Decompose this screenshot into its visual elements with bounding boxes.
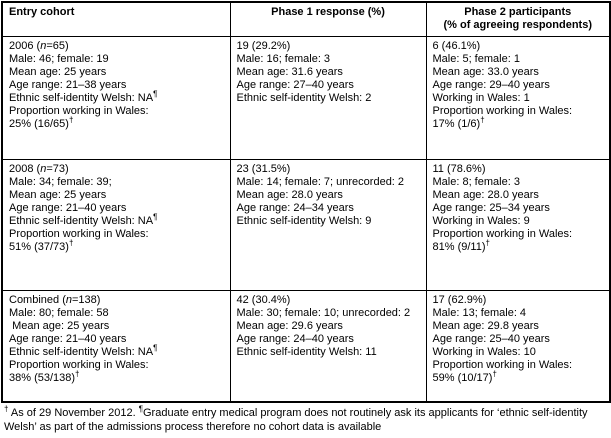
cohort-age-range: Age range: 21–40 years [9,332,127,345]
phase2-sex: Male: 13; female: 4 [432,306,527,319]
dagger-footnote-mark: † [75,368,80,378]
phase2-sex: Male: 8; female: 3 [432,175,520,188]
phase2-working-wales: Working in Wales: 9 [432,214,530,227]
cohort-ethnic-welsh: Ethnic self-identity Welsh: NA¶ [9,342,158,358]
phase2-working-wales: Working in Wales: 10 [432,345,536,358]
header-phase1-label: Phase 1 response (%) [271,6,385,18]
phase1-cell-2008: 23 (31.5%) Male: 14; female: 7; unrecord… [229,158,427,291]
phase1-ethnic-welsh: Ethnic self-identity Welsh: 11 [236,345,377,358]
header-entry-cohort-label: Entry cohort [9,6,75,18]
n-count-italic: n [40,39,47,52]
cohort-sex: Male: 46; female: 19 [9,52,109,65]
phase2-working-wales: Working in Wales: 1 [432,91,530,104]
phase2-age-range: Age range: 25–40 years [432,332,550,345]
table-header-row: Entry cohort Phase 1 response (%) Phase … [1,1,611,37]
phase1-count: 23 (31.5%) [236,162,291,175]
phase1-mean-age: Mean age: 31.6 years [236,65,343,78]
footnote-text-ethnic: Graduate entry medical program does not … [4,407,588,433]
cohort-mean-age: Mean age: 25 years [9,319,110,332]
table-row-2008: 2008 (n=73) Male: 34; female: 39; Mean a… [1,158,611,291]
phase1-sex: Male: 16; female: 3 [236,52,331,65]
pilcrow-footnote-mark: ¶ [153,211,158,221]
cohort-mean-age: Mean age: 25 years [9,65,107,78]
phase1-mean-age: Mean age: 28.0 years [236,188,343,201]
cohort-title: Combined (n=138) [9,293,101,306]
phase2-cell-combined: 17 (62.9%) Male: 13; female: 4 Mean age:… [425,289,611,403]
phase2-count: 11 (78.6%) [432,162,486,175]
phase2-mean-age: Mean age: 29.8 years [432,319,539,332]
phase1-ethnic-welsh: Ethnic self-identity Welsh: 2 [236,91,372,104]
header-phase1-response: Phase 1 response (%) [229,1,427,37]
header-entry-cohort: Entry cohort [1,1,231,37]
phase1-count: 19 (29.2%) [236,39,291,52]
header-phase2-participants: Phase 2 participants (% of agreeing resp… [425,1,611,37]
phase1-age-range: Age range: 27–40 years [236,78,354,91]
phase2-proportion-wales: Proportion working in Wales: 81% (9/11)† [432,227,573,253]
cohort-mean-age: Mean age: 25 years [9,188,107,201]
entry-cell-combined: Combined (n=138) Male: 80; female: 58 Me… [1,289,231,403]
dagger-footnote-mark: † [4,404,9,414]
phase2-mean-age: Mean age: 33.0 years [432,65,539,78]
cohort-title: 2006 (n=65) [9,39,69,52]
phase2-proportion-wales: Proportion working in Wales: 59% (10/17)… [432,358,573,384]
cohort-proportion-wales: Proportion working in Wales: 38% (53/138… [9,358,149,384]
cohort-ethnic-welsh: Ethnic self-identity Welsh: NA¶ [9,88,158,104]
table-row-2006: 2006 (n=65) Male: 46; female: 19 Mean ag… [1,35,611,160]
cohort-age-range: Age range: 21–40 years [9,201,127,214]
footnote-text-date: As of 29 November 2012. [8,407,139,419]
phase1-sex: Male: 30; female: 10; unrecorded: 2 [236,306,411,319]
cohort-age-range: Age range: 21–38 years [9,78,127,91]
cohort-proportion-wales: Proportion working in Wales: 51% (37/73)… [9,227,149,253]
header-phase2-label-line1: Phase 2 participants [464,6,572,18]
cohort-results-table: Entry cohort Phase 1 response (%) Phase … [1,1,611,403]
cohort-ethnic-welsh: Ethnic self-identity Welsh: NA¶ [9,211,158,227]
cohort-proportion-wales: Proportion working in Wales: 25% (16/65)… [9,104,149,130]
dagger-footnote-mark: † [480,114,485,124]
entry-cell-2006: 2006 (n=65) Male: 46; female: 19 Mean ag… [1,35,231,160]
phase1-cell-combined: 42 (30.4%) Male: 30; female: 10; unrecor… [229,289,427,403]
phase2-proportion-wales: Proportion working in Wales: 17% (1/6)† [432,104,573,130]
phase2-age-range: Age range: 25–34 years [432,201,550,214]
phase1-sex: Male: 14; female: 7; unrecorded: 2 [236,175,405,188]
phase2-count: 6 (46.1%) [432,39,481,52]
phase1-age-range: Age range: 24–40 years [236,332,354,345]
pilcrow-footnote-mark: ¶ [138,404,143,414]
pilcrow-footnote-mark: ¶ [153,342,158,352]
dagger-footnote-mark: † [492,368,497,378]
cohort-sex: Male: 80; female: 58 [9,306,109,319]
n-count-italic: n [40,162,47,175]
table-footnote: † As of 29 November 2012. ¶Graduate entr… [0,403,611,434]
cohort-sex: Male: 34; female: 39; [9,175,112,188]
cohort-title: 2008 (n=73) [9,162,69,175]
dagger-footnote-mark: † [485,237,490,247]
phase1-ethnic-welsh: Ethnic self-identity Welsh: 9 [236,214,372,227]
entry-cell-2008: 2008 (n=73) Male: 34; female: 39; Mean a… [1,158,231,291]
phase2-count: 17 (62.9%) [432,293,487,306]
phase1-cell-2006: 19 (29.2%) Male: 16; female: 3 Mean age:… [229,35,427,160]
phase1-mean-age: Mean age: 29.6 years [236,319,343,332]
phase2-age-range: Age range: 29–40 years [432,78,550,91]
phase2-cell-2006: 6 (46.1%) Male: 5; female: 1 Mean age: 3… [425,35,611,160]
header-phase2-label-line2: (% of agreeing respondents) [443,19,593,31]
pilcrow-footnote-mark: ¶ [153,88,158,98]
dagger-footnote-mark: † [68,237,74,247]
phase1-count: 42 (30.4%) [236,293,291,306]
n-count-italic: n [65,293,72,306]
phase2-cell-2008: 11 (78.6%) Male: 8; female: 3 Mean age: … [425,158,611,291]
phase2-mean-age: Mean age: 28.0 years [432,188,539,201]
table-row-combined: Combined (n=138) Male: 80; female: 58 Me… [1,289,611,403]
phase1-age-range: Age range: 24–34 years [236,201,354,214]
phase2-sex: Male: 5; female: 1 [432,52,520,65]
dagger-footnote-mark: † [68,114,74,124]
